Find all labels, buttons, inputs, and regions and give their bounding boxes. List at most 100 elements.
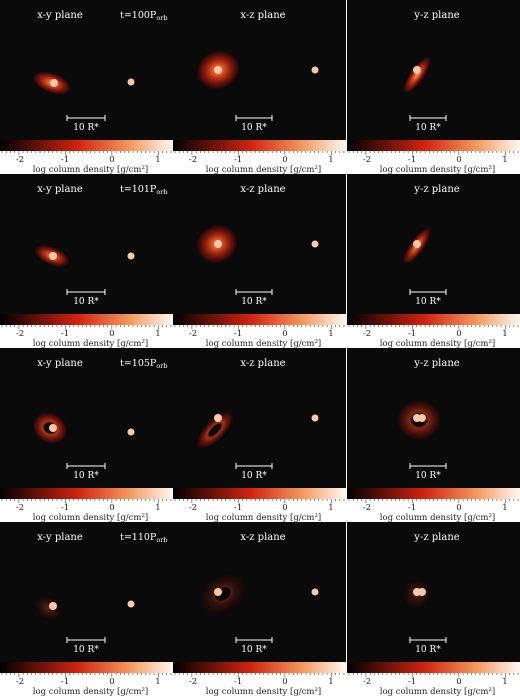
colorbar-tick-label: -2 [363,677,371,687]
scale-bar [235,289,273,295]
panel-x-z-plane: x-z plane 10 R* -2 -1 0 1 log column density [… [173,348,346,522]
star-marker [49,602,57,610]
figure-row-4: x-y plane t=110Porb 10 R* -2 -1 0 1 log column … [0,522,520,696]
scale-bar-label: 10 R* [415,645,441,655]
density-map [347,174,520,314]
colorbar-tick-label: -2 [189,329,197,339]
plane-title: x-y plane [37,184,83,195]
colorbar-tick-label: -2 [16,503,24,513]
panel-plot: y-z plane 10 R* -2 -1 0 1 log column density [… [347,174,520,348]
colorbar-tick-label: -2 [363,329,371,339]
star-marker [418,588,426,596]
density-map [173,348,346,488]
panel-x-z-plane: x-z plane 10 R* -2 -1 0 1 log column density [… [173,0,346,174]
plane-title: y-z plane [413,10,459,21]
panel-plot: x-z plane 10 R* -2 -1 0 1 log column density [… [173,174,346,348]
scale-bar [409,637,447,643]
colorbar-tick-label: 0 [282,503,287,513]
colorbar-label: log column density [g/cm²] [206,165,321,174]
colorbar-tick-label: -1 [234,329,242,339]
panel-plot: x-z plane 10 R* -2 -1 0 1 log column density [… [173,348,346,522]
star-marker [311,66,319,74]
colorbar [0,488,173,499]
panel-x-y-plane: x-y plane t=105Porb 10 R* -2 -1 0 1 log column … [0,348,173,522]
star-marker [127,600,135,608]
colorbar-tick-label: 1 [155,155,160,165]
colorbar-tick-label: 1 [328,677,333,687]
colorbar-tick-label: -2 [363,503,371,513]
colorbar-tick-label: -1 [61,503,69,513]
density-map [0,174,173,314]
figure-row-2: x-y plane t=101Porb 10 R* -2 -1 0 1 log column … [0,174,520,348]
panel-plot: x-y plane t=101Porb 10 R* -2 -1 0 1 log column … [0,174,173,348]
star-marker [127,78,135,86]
star-marker [413,240,421,248]
density-map [347,0,520,140]
colorbar-label: log column density [g/cm²] [206,339,321,348]
colorbar [347,662,520,673]
plane-title: x-y plane [37,10,83,21]
panel-plot: y-z plane 10 R* -2 -1 0 1 log column density [… [347,348,520,522]
colorbar-label: log column density [g/cm²] [380,687,495,696]
scale-bar-label: 10 R* [241,123,267,133]
time-label: t=100Porb [120,10,168,22]
scale-bar [66,463,106,469]
plane-title: x-z plane [240,358,285,369]
colorbar-tick-label: -1 [408,155,416,165]
colorbar [347,488,520,499]
scale-bar [235,637,273,643]
colorbar-tick-label: -2 [16,155,24,165]
colorbar-label: log column density [g/cm²] [33,339,148,348]
scale-bar [235,115,273,121]
plane-title: y-z plane [413,532,459,543]
density-map [173,522,346,662]
star-marker [311,240,319,248]
time-label: t=105Porb [120,358,168,370]
plane-title: x-z plane [240,184,285,195]
panel-x-y-plane: x-y plane t=110Porb 10 R* -2 -1 0 1 log column … [0,522,173,696]
colorbar-tick-label: -2 [16,329,24,339]
colorbar-tick-label: 0 [456,503,461,513]
star-marker [413,66,421,74]
colorbar-tick-label: -2 [16,677,24,687]
colorbar-tick-label: 0 [109,677,114,687]
panel-x-z-plane: x-z plane 10 R* -2 -1 0 1 log column density [… [173,174,346,348]
plane-title: y-z plane [413,184,459,195]
colorbar-tick-label: 0 [109,329,114,339]
panel-y-z-plane: y-z plane 10 R* -2 -1 0 1 log column density [… [347,0,520,174]
colorbar-tick-label: 1 [328,329,333,339]
colorbar [173,140,346,151]
colorbar-tick-label: -2 [189,503,197,513]
star-marker [311,588,319,596]
colorbar [0,662,173,673]
scale-bar-label: 10 R* [241,471,267,481]
colorbar-tick-label: -1 [408,677,416,687]
colorbar [0,314,173,325]
scale-bar [409,115,447,121]
colorbar-tick-label: -2 [363,155,371,165]
star-marker [418,414,426,422]
colorbar-tick-label: 0 [282,677,287,687]
colorbar [173,488,346,499]
colorbar-label: log column density [g/cm²] [33,513,148,522]
colorbar-tick-label: -1 [234,677,242,687]
panel-y-z-plane: y-z plane 10 R* -2 -1 0 1 log column density [… [347,348,520,522]
colorbar-label: log column density [g/cm²] [380,339,495,348]
scale-bar-label: 10 R* [415,123,441,133]
colorbar-tick-label: 1 [155,329,160,339]
plane-title: y-z plane [413,358,459,369]
plane-title: x-z plane [240,10,285,21]
colorbar-tick-label: 0 [282,329,287,339]
colorbar-tick-label: 1 [502,155,507,165]
scale-bar [66,289,106,295]
scale-bar [235,463,273,469]
colorbar-tick-label: -1 [234,155,242,165]
figure-row-1: x-y plane t=100Porb 10 R* -2 -1 0 1 log column … [0,0,520,174]
disk-density [200,573,246,615]
time-label: t=110Porb [120,532,168,544]
colorbar [173,662,346,673]
scale-bar-label: 10 R* [241,645,267,655]
scale-bar-label: 10 R* [73,471,99,481]
scale-bar-label: 10 R* [415,297,441,307]
